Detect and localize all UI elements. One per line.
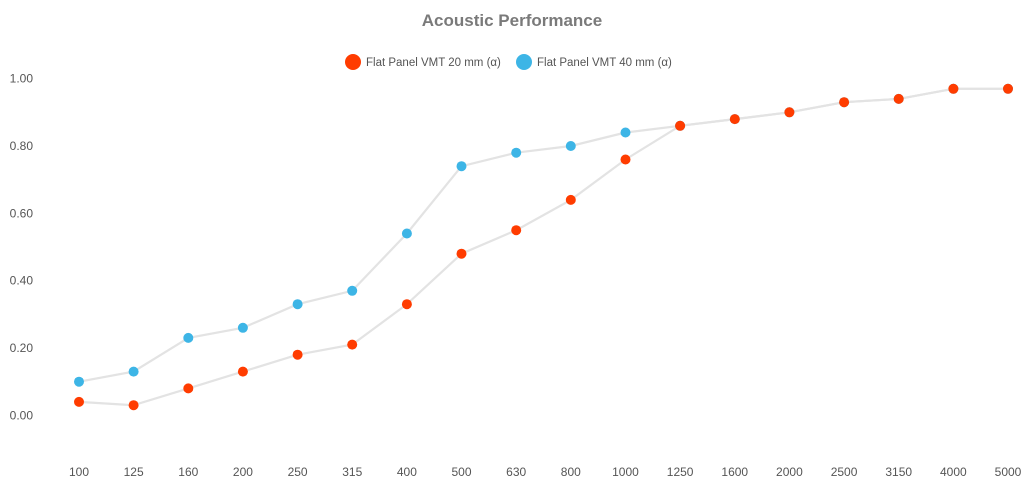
data-point-40mm[interactable] [401, 228, 412, 239]
data-point-20mm[interactable] [511, 225, 522, 236]
data-point-20mm[interactable] [183, 383, 194, 394]
series-line-20mm [78, 87, 1008, 407]
x-tick-label: 500 [452, 465, 472, 479]
x-axis: 100 125 160 200 250 315 400 500 630 800 1000 1250 16… [69, 465, 1022, 479]
data-point-40mm[interactable] [456, 161, 467, 172]
data-point-40mm[interactable] [565, 141, 576, 151]
y-tick-label: 0.40 [10, 274, 34, 288]
legend-label-40mm: Flat Panel VMT 40 mm (α) [537, 57, 672, 69]
legend-item-20mm[interactable]: Flat Panel VMT 20 mm (α) [345, 54, 501, 70]
x-tick-label: 2000 [776, 465, 803, 479]
legend-item-40mm[interactable]: Flat Panel VMT 40 mm (α) [516, 54, 672, 70]
data-point-40mm[interactable] [128, 366, 139, 377]
x-tick-label: 630 [506, 465, 526, 479]
x-tick-label: 1600 [721, 465, 748, 479]
x-tick-label: 250 [288, 465, 308, 479]
legend-marker-20mm [345, 54, 361, 70]
data-point-40mm[interactable] [183, 332, 194, 343]
data-point-20mm[interactable] [729, 114, 740, 125]
x-tick-label: 160 [178, 465, 198, 479]
data-point-40mm[interactable] [511, 147, 522, 158]
data-point-20mm[interactable] [1003, 83, 1013, 94]
data-point-20mm[interactable] [893, 93, 904, 104]
x-tick-label: 200 [233, 465, 253, 479]
x-tick-label: 3150 [885, 465, 912, 479]
data-point-20mm[interactable] [128, 400, 139, 411]
data-point-20mm[interactable] [675, 120, 686, 131]
legend-label-20mm: Flat Panel VMT 20 mm (α) [366, 57, 501, 69]
legend-marker-40mm [516, 54, 532, 70]
chart-title: Acoustic Performance [422, 11, 602, 30]
data-point-40mm[interactable] [620, 127, 631, 138]
x-tick-label: 5000 [995, 465, 1022, 479]
data-point-20mm[interactable] [347, 339, 358, 350]
series-line-40mm [78, 87, 1008, 383]
data-point-20mm[interactable] [456, 248, 467, 259]
data-point-40mm[interactable] [292, 299, 303, 310]
x-tick-label: 1000 [612, 465, 639, 479]
x-tick-label: 400 [397, 465, 417, 479]
data-point-20mm[interactable] [237, 366, 248, 377]
x-tick-label: 100 [69, 465, 89, 479]
y-axis: 0.00 0.20 0.40 0.60 0.80 1.00 [10, 72, 34, 423]
data-point-40mm[interactable] [74, 376, 84, 387]
series-points [74, 83, 1013, 411]
x-tick-label: 315 [342, 465, 362, 479]
y-tick-label: 0.60 [10, 206, 34, 220]
data-point-20mm[interactable] [784, 107, 795, 118]
data-point-20mm[interactable] [948, 83, 959, 94]
data-point-20mm[interactable] [74, 396, 84, 407]
x-tick-label: 2500 [831, 465, 858, 479]
y-tick-label: 0.80 [10, 139, 34, 153]
series-lines [78, 87, 1008, 407]
data-point-40mm[interactable] [347, 285, 358, 296]
y-tick-label: 1.00 [10, 72, 34, 86]
y-tick-label: 0.20 [10, 341, 34, 355]
x-tick-label: 800 [561, 465, 581, 479]
data-point-20mm[interactable] [839, 97, 850, 108]
x-tick-label: 4000 [940, 465, 967, 479]
data-point-40mm[interactable] [237, 322, 248, 333]
x-tick-label: 1250 [667, 465, 694, 479]
x-tick-label: 125 [124, 465, 144, 479]
data-point-20mm[interactable] [401, 299, 412, 310]
data-point-20mm[interactable] [620, 154, 631, 165]
data-point-20mm[interactable] [292, 349, 303, 360]
y-tick-label: 0.00 [10, 408, 34, 422]
legend: Flat Panel VMT 20 mm (α) Flat Panel VMT … [345, 54, 672, 70]
data-point-20mm[interactable] [565, 194, 576, 205]
